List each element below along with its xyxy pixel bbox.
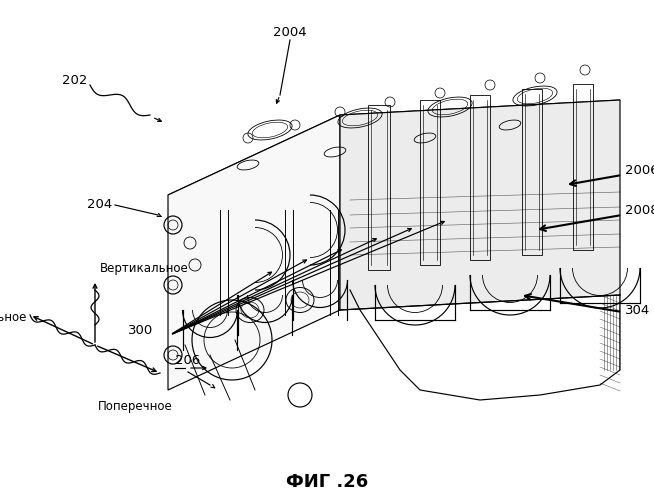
Text: ФИГ .26: ФИГ .26 xyxy=(286,473,368,491)
Text: 202: 202 xyxy=(62,74,88,86)
Text: Поперечное: Поперечное xyxy=(97,400,173,413)
Polygon shape xyxy=(340,100,620,310)
Text: 204: 204 xyxy=(87,198,112,211)
Text: 2008: 2008 xyxy=(625,204,654,216)
Polygon shape xyxy=(168,115,340,390)
Text: Продольное: Продольное xyxy=(0,310,27,324)
Text: Вертикальное: Вертикальное xyxy=(100,262,189,275)
Text: 304: 304 xyxy=(625,304,650,316)
Polygon shape xyxy=(168,100,620,195)
Text: 2004: 2004 xyxy=(273,26,307,38)
Text: 206: 206 xyxy=(175,354,200,366)
Text: 2006: 2006 xyxy=(625,164,654,176)
Text: 300: 300 xyxy=(128,324,153,336)
